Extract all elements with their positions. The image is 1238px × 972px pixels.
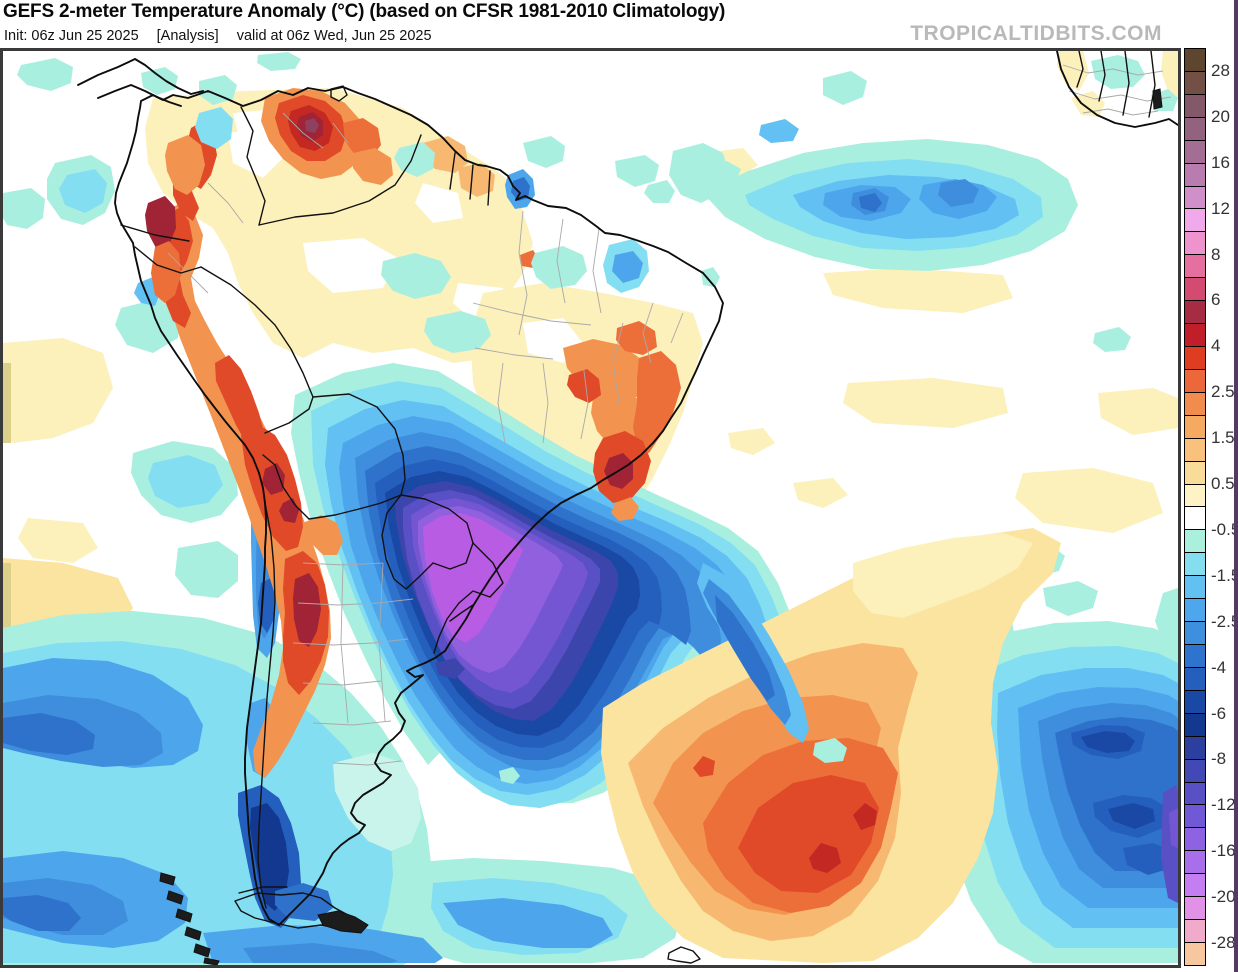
country-borders-black [120, 106, 504, 909]
watermark: TROPICALTIDBITS.COM [910, 22, 1162, 45]
north-warm-blob [261, 88, 495, 197]
init-time: Init: 06z Jun 25 2025 [4, 28, 139, 44]
map-canvas [3, 51, 1178, 965]
page-title: GEFS 2-meter Temperature Anomaly (°C) (b… [3, 1, 726, 22]
header: GEFS 2-meter Temperature Anomaly (°C) (b… [0, 0, 1238, 50]
valid-time: valid at 06z Wed, Jun 25 2025 [236, 28, 432, 44]
scattered-cool-patches [3, 52, 729, 353]
map-image [0, 48, 1181, 968]
coastline [77, 58, 724, 965]
colorbar-labels: 28 20 16 12 8 6 4 2.5 1.5 0.5 -0.5 -1.5 -2.5 -4 -6 -8 -1… [1211, 60, 1238, 953]
admin-borders-gray [167, 112, 684, 766]
subtitle: Init: 06z Jun 25 2025 [Analysis] valid at … [4, 28, 450, 44]
ne-brazil-warm [520, 250, 681, 521]
cold-streak-southeast [499, 563, 847, 784]
africa-corner [1056, 51, 1178, 128]
andes-warm-band [145, 121, 343, 778]
colorbar-bands [1184, 48, 1206, 966]
analysis-tag: [Analysis] [156, 28, 219, 44]
image-edge-strip [1234, 0, 1238, 972]
central-cold-anomaly [291, 363, 825, 808]
